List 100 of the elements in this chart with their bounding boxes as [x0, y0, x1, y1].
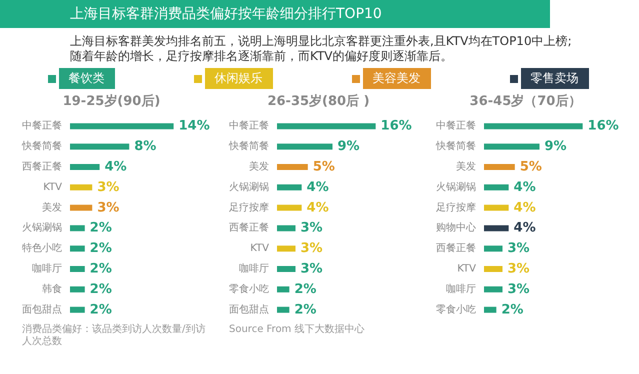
bar	[277, 164, 308, 170]
text: 上海目标客群美发均排名前五，说明上海明显比北京客群更注重外表,且KTV均在TOP10中上榜; 随着年龄的增长，足疗按摩排名逐渐靠前，而KTV的偏好度则逐渐靠后。	[69, 33, 573, 65]
y-tick-label: 零食小吃	[229, 282, 269, 295]
data-label: 3%	[300, 241, 323, 256]
data-label: 5%	[312, 160, 335, 174]
y-tick-label: KTV	[457, 264, 476, 274]
bar	[484, 246, 502, 252]
data-label: 3%	[300, 262, 323, 276]
y-tick-label: 中餐正餐	[229, 120, 269, 132]
y-tick-label: 足疗按摩	[229, 201, 269, 214]
bar	[70, 144, 130, 150]
y-tick-label: 中餐正餐	[436, 120, 476, 132]
bar	[484, 286, 502, 292]
y-tick-label: 快餐简餐	[21, 140, 62, 152]
text: 上海目标客群消费品类偏好按年龄细分排行TOP10	[0, 0, 550, 28]
data-label: 2%	[501, 302, 524, 318]
bar	[277, 184, 302, 190]
chart-title: 26-35岁(80后 )	[267, 93, 370, 109]
y-tick-label: 咖啡厅	[446, 282, 476, 295]
chart-title: 19-25岁(90后)	[62, 93, 160, 109]
y-tick-label: 咖啡厅	[32, 262, 62, 274]
data-label: 2%	[90, 220, 112, 236]
data-label: 4%	[514, 200, 536, 216]
data-label: 4%	[306, 180, 329, 195]
bar	[277, 225, 296, 232]
data-label: 2%	[90, 302, 112, 318]
data-label: 4%	[306, 200, 329, 216]
bar	[277, 204, 302, 211]
y-tick-label: 西餐正餐	[436, 242, 476, 254]
data-label: 3%	[97, 180, 120, 195]
data-label: 3%	[300, 220, 323, 236]
data-label: 2%	[294, 302, 316, 318]
bar	[277, 306, 290, 313]
data-label: 8%	[134, 139, 156, 154]
text: 消费品类偏好：该品类到访人次数量/到访人次总数	[22, 324, 206, 348]
bar	[70, 184, 92, 190]
y-tick-label: 特色小吃	[22, 242, 62, 254]
data-label: 9%	[338, 139, 360, 154]
y-tick-label: 中餐正餐	[22, 120, 62, 132]
bar	[277, 144, 332, 150]
y-tick-label: 咖啡厅	[239, 262, 269, 274]
bar	[70, 164, 100, 170]
bar	[70, 123, 174, 130]
data-label: 3%	[97, 200, 120, 216]
data-label: 9%	[544, 139, 567, 154]
data-label: 16%	[380, 118, 412, 134]
y-tick-label: 韩食	[42, 282, 62, 295]
bar	[484, 306, 496, 313]
bar	[484, 123, 583, 130]
data-label: 3%	[508, 262, 530, 276]
data-label: 2%	[294, 282, 316, 297]
data-label: 2%	[90, 262, 112, 276]
y-tick-label: 快餐简餐	[435, 140, 476, 152]
data-label: 3%	[508, 241, 530, 256]
bar	[70, 286, 85, 292]
data-label: 5%	[520, 160, 542, 174]
data-label: 4%	[514, 180, 536, 195]
y-tick-label: 火锅涮锅	[22, 222, 62, 234]
bar	[484, 184, 509, 190]
chart-title: 36-45岁（70后）	[470, 93, 582, 109]
y-tick-label: 足疗按摩	[436, 201, 476, 214]
bar	[484, 225, 509, 232]
source-note: Source From 线下大数据中心	[229, 324, 366, 336]
bar	[277, 266, 296, 272]
y-tick-label: 火锅涮锅	[229, 180, 269, 193]
bar	[277, 246, 296, 252]
bar	[484, 144, 540, 150]
y-tick-label: KTV	[250, 243, 270, 254]
y-tick-label: 快餐简餐	[228, 140, 269, 152]
data-label: 4%	[514, 220, 536, 236]
data-label: 16%	[588, 118, 619, 134]
y-tick-label: 购物中心	[436, 222, 476, 234]
y-tick-label: 西餐正餐	[229, 222, 269, 234]
bar	[484, 266, 502, 272]
legend-label: 休闲娱乐	[204, 68, 272, 89]
legend-label: 餐饮类	[58, 68, 114, 89]
y-tick-label: 面包甜点	[22, 303, 62, 316]
y-tick-label: 西餐正餐	[22, 160, 62, 172]
data-label: 3%	[508, 282, 530, 297]
y-tick-label: 零食小吃	[436, 303, 476, 316]
bar	[484, 204, 509, 211]
legend-label: 零售卖场	[520, 68, 588, 89]
bar	[484, 164, 515, 170]
y-tick-label: 美发	[249, 160, 269, 172]
legend-label: 美容美发	[362, 68, 430, 89]
data-label: 2%	[90, 241, 112, 256]
y-tick-label: 美发	[42, 201, 62, 214]
bar	[277, 286, 290, 292]
data-label: 4%	[104, 160, 127, 174]
data-label: 2%	[90, 282, 112, 297]
bar	[70, 246, 85, 252]
bar	[70, 266, 85, 272]
bar	[70, 306, 85, 313]
y-tick-label: 美发	[456, 160, 476, 172]
y-tick-label: KTV	[43, 182, 62, 193]
bar	[70, 204, 92, 211]
bar	[277, 123, 376, 130]
data-label: 14%	[178, 118, 210, 134]
y-tick-label: 火锅涮锅	[436, 180, 476, 193]
y-tick-label: 面包甜点	[229, 303, 269, 316]
